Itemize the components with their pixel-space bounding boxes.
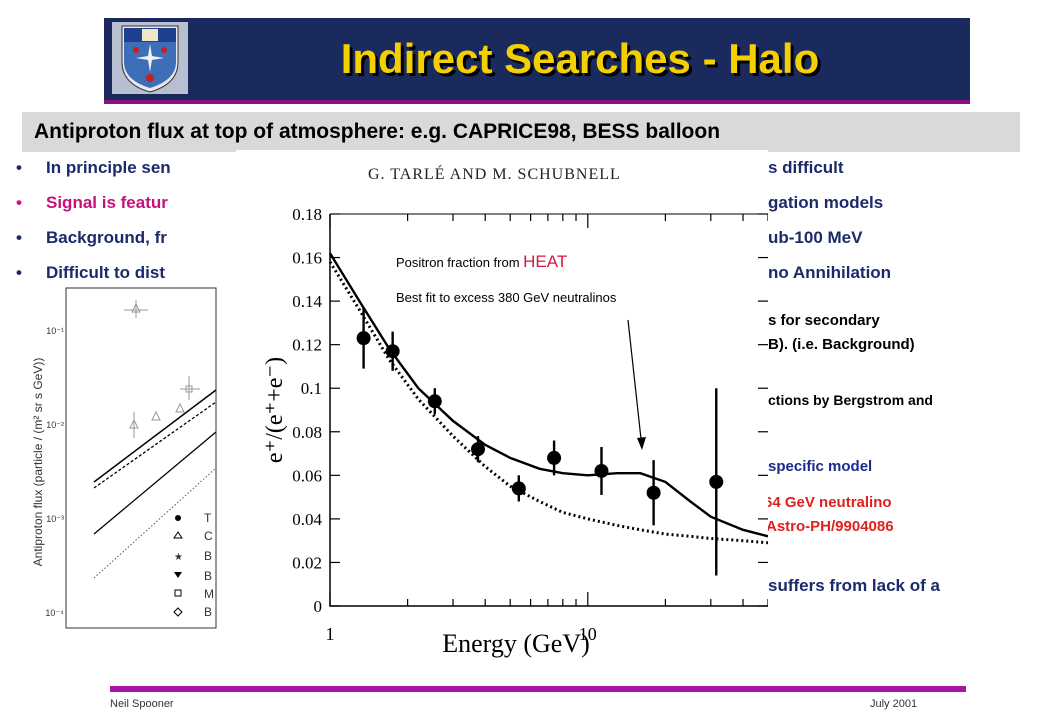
y-tick-label: 0.14 bbox=[292, 292, 322, 311]
data-point bbox=[511, 481, 526, 496]
y-tick-label: 0.18 bbox=[292, 205, 322, 224]
footer-rule bbox=[110, 686, 966, 692]
antiproton-ytick: 10⁻⁴ bbox=[45, 608, 64, 618]
note-2-line-1: ctions by Bergstrom and bbox=[768, 392, 933, 408]
bullet-4-text: Difficult to dist bbox=[46, 263, 165, 282]
bullet-3-tail: ub-100 MeV bbox=[768, 228, 863, 247]
slide-subtitle: Antiproton flux at top of atmosphere: e.… bbox=[34, 120, 721, 143]
note-4-line-1: 64 GeV neutralino bbox=[764, 494, 892, 511]
y-tick-label: 0.02 bbox=[292, 553, 322, 572]
y-tick-label: 0.04 bbox=[292, 510, 322, 529]
antiproton-ytick: 10⁻² bbox=[46, 420, 64, 430]
data-point bbox=[356, 331, 371, 346]
data-point bbox=[427, 394, 442, 409]
legend-letter: C bbox=[204, 529, 213, 543]
data-point bbox=[646, 485, 661, 500]
note-5-line-1: suffers from lack of a bbox=[768, 576, 940, 595]
annotation-best-fit: Best fit to excess 380 GeV neutralinos bbox=[396, 290, 617, 305]
title-underline bbox=[104, 100, 970, 104]
fit-curve-solid bbox=[328, 252, 768, 538]
x-tick-label: 1 bbox=[326, 624, 335, 644]
antiproton-legend: T C ★ B B M B bbox=[173, 511, 214, 619]
bullet-dot: • bbox=[16, 228, 22, 247]
antiproton-ytick: 10⁻¹ bbox=[46, 326, 64, 336]
y-tick-label: 0.1 bbox=[301, 379, 322, 398]
bullet-4-tail: no Annihilation bbox=[768, 263, 892, 282]
footer-date: July 2001 bbox=[870, 698, 918, 710]
legend-letter: T bbox=[204, 511, 212, 525]
annotation-heat-prefix: Positron fraction from bbox=[396, 255, 524, 270]
university-crest-logo bbox=[112, 22, 188, 94]
antiproton-curve bbox=[93, 467, 217, 579]
bullet-1-text: In principle sen bbox=[46, 158, 171, 177]
positron-figure bbox=[236, 150, 768, 662]
chart-axes bbox=[329, 213, 768, 607]
y-axis-label: e⁺/(e⁺+e⁻) bbox=[262, 357, 288, 463]
note-4-line-2: Astro-PH/9904086 bbox=[766, 518, 894, 535]
antiproton-frame bbox=[65, 287, 217, 629]
antiproton-flux-plot: Antiproton flux (particle / (m² sr s GeV… bbox=[31, 287, 217, 629]
x-axis-label: Energy (GeV) bbox=[442, 629, 590, 658]
data-point bbox=[594, 463, 609, 478]
slide-title: Indirect Searches - Halo bbox=[340, 35, 820, 82]
bullet-2-tail: gation models bbox=[768, 193, 884, 212]
y-tick-label: 0.06 bbox=[292, 466, 322, 485]
y-tick-label: 0.08 bbox=[292, 423, 322, 442]
note-1-line-2: B). (i.e. Background) bbox=[768, 336, 915, 353]
antiproton-curve bbox=[93, 389, 217, 483]
chart-points bbox=[356, 307, 724, 576]
chart-curves bbox=[328, 252, 768, 545]
bullet-2-text: Signal is featur bbox=[46, 193, 168, 212]
background-curve-dotted bbox=[328, 261, 768, 545]
chart-tick-labels: 0 0.02 0.04 0.06 0.08 0.1 0.12 0.14 0.16 0.18 1 10 bbox=[292, 205, 597, 644]
positron-fraction-chart: 00.020.040.060.080.10.120.140.160.181 10 … bbox=[262, 205, 768, 658]
footer-author: Neil Spooner bbox=[110, 698, 174, 710]
svg-text:★: ★ bbox=[174, 552, 183, 563]
antiproton-ylabel: Antiproton flux (particle / (m² sr s GeV… bbox=[31, 358, 45, 567]
legend-letter: M bbox=[204, 587, 214, 601]
figure-header: G. TARLÉ AND M. SCHUBNELL bbox=[368, 166, 621, 183]
bullet-1-tail: s difficult bbox=[768, 158, 844, 177]
annotation-arrowhead bbox=[637, 437, 646, 450]
y-tick-label: 0.16 bbox=[292, 249, 322, 268]
x-tick-label: 10 bbox=[579, 624, 597, 644]
antiproton-points bbox=[124, 300, 200, 438]
annotation-heat: Positron fraction from HEAT bbox=[396, 252, 567, 272]
note-1-line-1: s for secondary bbox=[768, 312, 880, 329]
bullet-dot: • bbox=[16, 263, 22, 282]
legend-letter: B bbox=[204, 605, 212, 619]
bullet-dot: • bbox=[16, 158, 22, 177]
y-tick-label: 0 bbox=[314, 597, 323, 616]
y-tick-label: 0.12 bbox=[292, 336, 322, 355]
data-point bbox=[547, 450, 562, 465]
note-3-line-1: specific model bbox=[768, 458, 873, 475]
bullet-3-text: Background, fr bbox=[46, 228, 167, 247]
annotation-arrow bbox=[627, 319, 643, 449]
data-point bbox=[385, 344, 400, 359]
data-point bbox=[709, 474, 724, 489]
bullet-dot: • bbox=[16, 193, 22, 212]
title-banner bbox=[104, 18, 970, 100]
antiproton-curve bbox=[93, 431, 217, 535]
subtitle-bar bbox=[22, 112, 1020, 152]
legend-letter: B bbox=[204, 569, 212, 583]
legend-letter: B bbox=[204, 549, 212, 563]
annotation-heat-highlight: HEAT bbox=[523, 252, 568, 271]
axis-line bbox=[329, 214, 768, 607]
data-point bbox=[470, 442, 485, 457]
antiproton-ytick: 10⁻³ bbox=[46, 514, 64, 524]
